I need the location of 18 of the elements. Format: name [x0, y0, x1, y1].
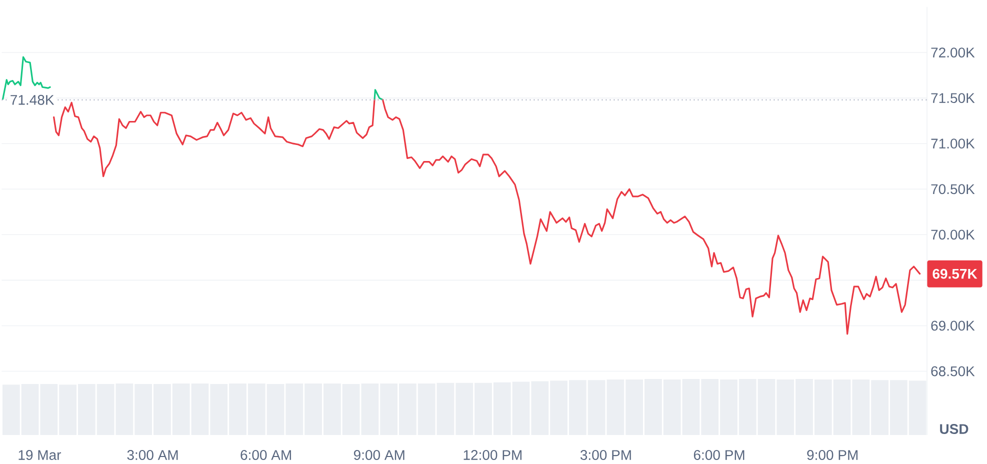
x-tick-label: 3:00 AM [127, 450, 178, 460]
ref-line-label: 71.48K [10, 94, 54, 105]
y-tick-label: 71.00K [931, 138, 975, 149]
x-tick-label: 12:00 PM [464, 450, 522, 460]
y-tick-label: 72.00K [931, 48, 975, 58]
y-tick-label: 70.00K [931, 230, 975, 240]
x-tick-label: 3:00 PM [580, 450, 631, 460]
y-axis-title: USD [940, 424, 968, 434]
y-tick-label: 71.50K [931, 93, 975, 104]
y-tick-label: 69.00K [931, 320, 975, 331]
text: 69.57K [932, 268, 978, 279]
x-tick-label: 6:00 AM [240, 450, 291, 460]
x-tick-label: 9:00 AM [354, 450, 404, 460]
x-tick-label: 9:00 PM [807, 450, 858, 460]
y-tick-label: 68.50K [931, 366, 975, 376]
x-tick-label: 6:00 PM [694, 450, 744, 460]
y-tick-label: 70.50K [931, 184, 975, 194]
x-tick-label: 19 Mar [18, 450, 62, 460]
